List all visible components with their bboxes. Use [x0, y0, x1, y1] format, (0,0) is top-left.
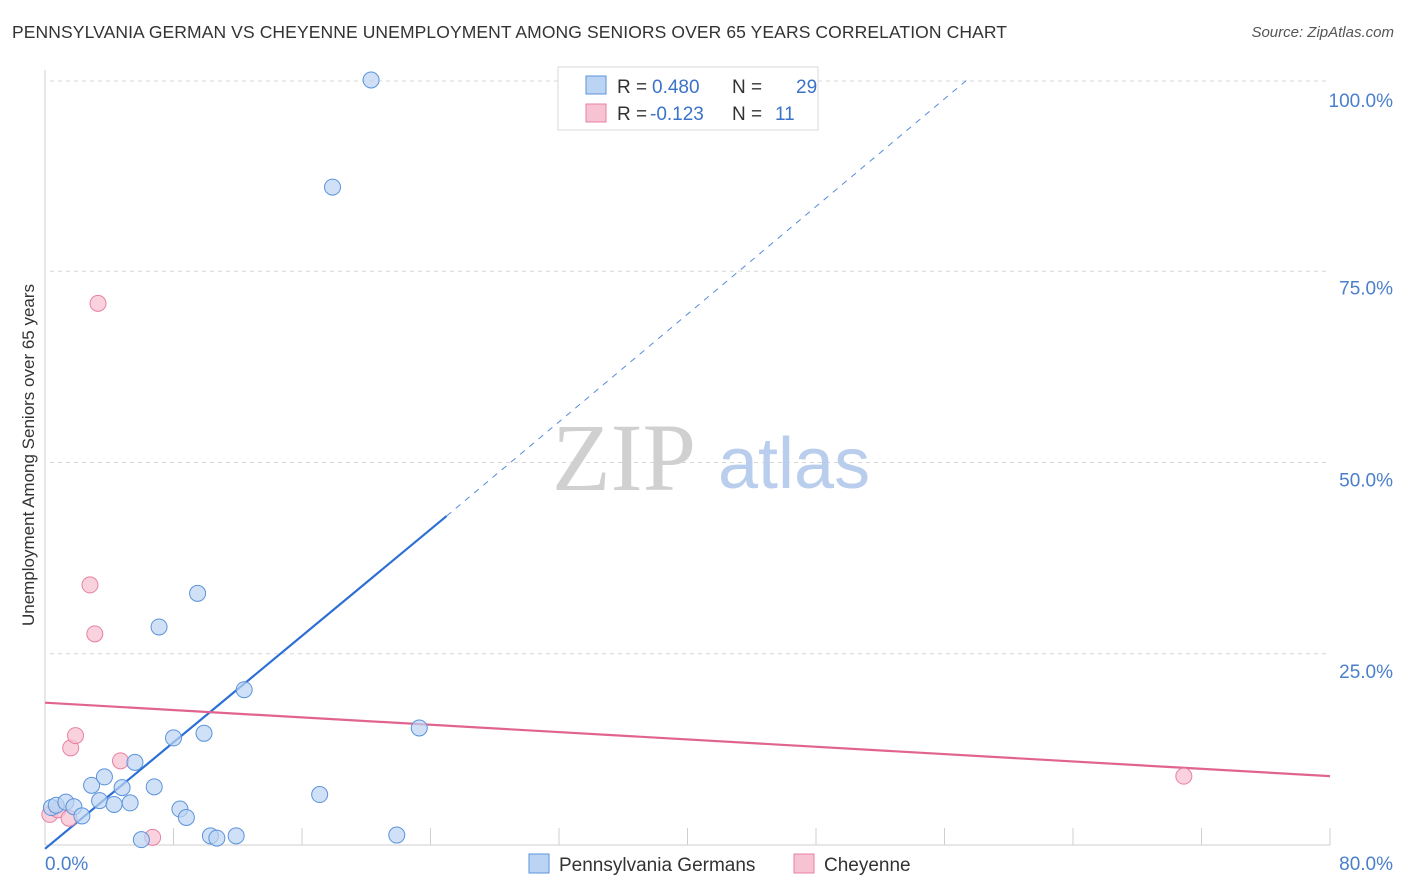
legend-n-value-1: 29: [796, 77, 817, 98]
point-pennsylvania-germans: [96, 769, 112, 785]
legend-swatch-blue: [586, 76, 606, 94]
legend-swatch-pink: [586, 104, 606, 122]
point-pennsylvania-germans: [106, 796, 122, 812]
y-tick-labels: 100.0% 75.0% 50.0% 25.0%: [1329, 91, 1394, 683]
point-pennsylvania-germans: [146, 779, 162, 795]
point-cheyenne: [68, 728, 84, 744]
trend-line-cheyenne: [45, 703, 1330, 776]
legend-r-label-2: R =: [617, 104, 647, 125]
bottom-legend-label-pink: Cheyenne: [824, 855, 911, 876]
bottom-legend-label-blue: Pennsylvania Germans: [559, 855, 755, 876]
x-tick-label: 0.0%: [45, 854, 88, 875]
bottom-legend-swatch-blue: [529, 854, 549, 873]
legend-box: R = 0.480 N = 29 R = -0.123 N = 11: [558, 67, 818, 130]
point-pennsylvania-germans: [196, 725, 212, 741]
point-cheyenne: [90, 295, 106, 311]
y-axis-label: Unemployment Among Seniors over 65 years: [19, 284, 38, 626]
point-pennsylvania-germans: [389, 827, 405, 843]
point-pennsylvania-germans: [166, 730, 182, 746]
point-pennsylvania-germans: [228, 828, 244, 844]
point-pennsylvania-germans: [236, 682, 252, 698]
scatter-chart: ZIP atlas 100.0% 75.0% 50.0% 25.0% 0.0% 80.0…: [0, 0, 1406, 892]
point-pennsylvania-germans: [209, 830, 225, 846]
bottom-legend: Pennsylvania Germans Cheyenne: [529, 854, 911, 876]
legend-r-label-1: R =: [617, 77, 647, 98]
point-pennsylvania-germans: [411, 720, 427, 736]
point-pennsylvania-germans: [114, 780, 130, 796]
point-cheyenne: [1176, 768, 1192, 784]
point-pennsylvania-germans: [133, 832, 149, 848]
point-pennsylvania-germans: [151, 619, 167, 635]
watermark-atlas: atlas: [718, 424, 870, 504]
y-tick-label: 100.0%: [1329, 91, 1394, 112]
legend-n-value-2: 11: [775, 104, 795, 125]
point-pennsylvania-germans: [122, 795, 138, 811]
y-tick-label: 50.0%: [1339, 471, 1393, 492]
point-pennsylvania-germans: [127, 754, 143, 770]
point-cheyenne: [87, 626, 103, 642]
legend-r-value-1: 0.480: [652, 77, 700, 98]
y-tick-label: 75.0%: [1339, 278, 1393, 299]
legend-r-value-2: -0.123: [650, 104, 704, 125]
point-cheyenne: [82, 577, 98, 593]
watermark: ZIP atlas: [552, 404, 870, 511]
point-cheyenne: [112, 753, 128, 769]
legend-n-label-1: N =: [732, 77, 762, 98]
point-pennsylvania-germans: [92, 793, 108, 809]
point-pennsylvania-germans: [74, 808, 90, 824]
grid-lines: [50, 81, 1330, 654]
point-pennsylvania-germans: [190, 585, 206, 601]
watermark-zip: ZIP: [552, 404, 696, 511]
point-pennsylvania-germans: [312, 787, 328, 803]
trend-extension-pennsylvania-germans: [447, 80, 967, 516]
point-pennsylvania-germans: [325, 179, 341, 195]
x-tick-label: 80.0%: [1339, 854, 1393, 875]
y-tick-label: 25.0%: [1339, 662, 1393, 683]
legend-n-label-2: N =: [732, 104, 762, 125]
bottom-legend-swatch-pink: [794, 854, 814, 873]
point-pennsylvania-germans: [178, 809, 194, 825]
point-pennsylvania-germans: [363, 72, 379, 88]
